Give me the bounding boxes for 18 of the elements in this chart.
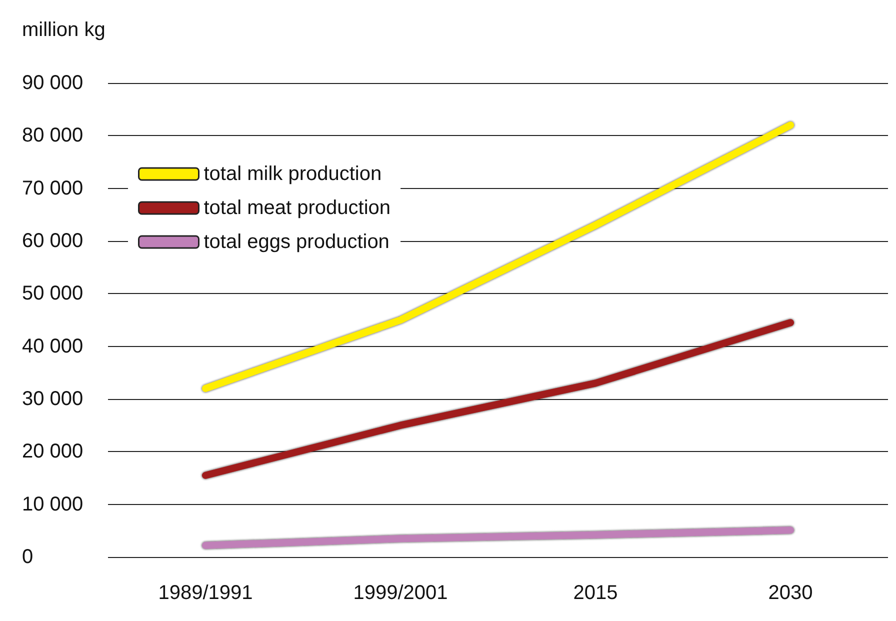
legend-label: total meat production: [204, 197, 391, 219]
legend-label: total eggs production: [204, 231, 390, 253]
y-tick-label: 20 000: [22, 440, 84, 463]
y-tick-label: 40 000: [22, 335, 84, 358]
y-tick-label: 60 000: [22, 230, 84, 252]
y-tick-label: 70 000: [22, 177, 84, 200]
y-tick-label: 0: [22, 546, 34, 568]
x-tick-label: 1999/2001: [353, 582, 448, 604]
y-tick-label: 50 000: [22, 282, 84, 305]
x-tick-label: 2015: [573, 582, 618, 604]
x-tick-label: 1989/1991: [158, 582, 253, 604]
x-tick-label: 2030: [768, 582, 813, 604]
y-tick-label: 80 000: [22, 124, 84, 147]
y-tick-label: 10 000: [22, 493, 84, 516]
y-tick-label: 30 000: [22, 388, 84, 410]
legend-label: total milk production: [204, 163, 382, 185]
y-tick-label: 90 000: [22, 72, 84, 94]
y-axis-title: million kg: [22, 19, 106, 41]
